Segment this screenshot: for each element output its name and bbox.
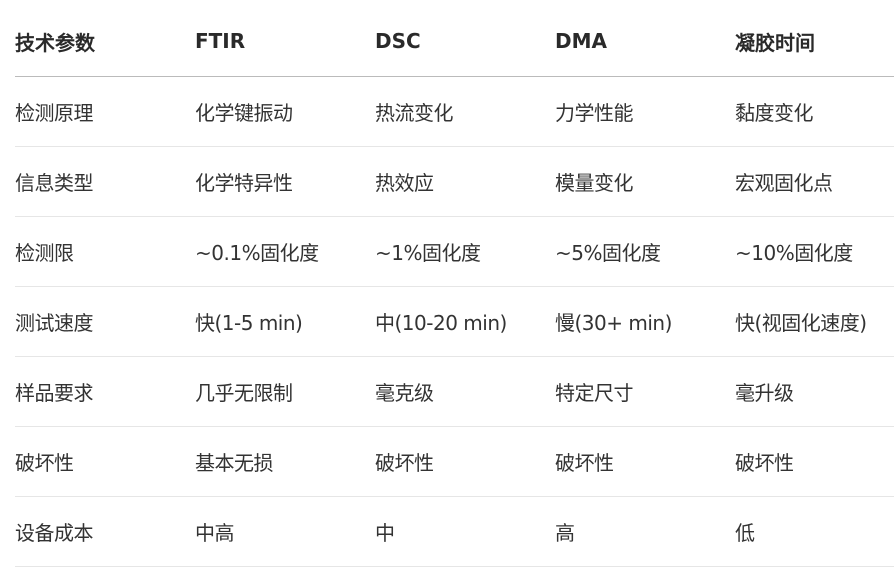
table-cell: 低	[735, 496, 894, 567]
row-label: 检测原理	[15, 76, 195, 147]
table-cell: 中(10-20 min)	[375, 286, 555, 357]
table-cell: 特定尺寸	[555, 356, 735, 427]
header-row: 技术参数 FTIR DSC DMA 凝胶时间	[15, 6, 894, 77]
table-cell: 快(视固化速度)	[735, 286, 894, 357]
table-cell: 热效应	[375, 146, 555, 217]
table-cell: 基本无损	[195, 426, 375, 497]
table-cell: 快(1-5 min)	[195, 286, 375, 357]
row-label: 检测限	[15, 216, 195, 287]
comparison-table: 技术参数 FTIR DSC DMA 凝胶时间 检测原理 化学键振动 热流变化 力学性能…	[15, 6, 894, 567]
table-cell: ~0.1%固化度	[195, 216, 375, 287]
table-cell: 毫升级	[735, 356, 894, 427]
table-cell: 化学特异性	[195, 146, 375, 217]
table-row: 设备成本 中高中高低	[15, 496, 894, 567]
table-row: 样品要求 几乎无限制 毫克级 特定尺寸 毫升级	[15, 356, 894, 427]
header-cell: 凝胶时间	[735, 6, 894, 77]
table-row: 破坏性 基本无损 破坏性 破坏性 破坏性	[15, 426, 894, 497]
table-cell: 模量变化	[555, 146, 735, 217]
table-cell: 中高	[195, 496, 375, 567]
table-cell: 破坏性	[555, 426, 735, 497]
table-cell: ~5%固化度	[555, 216, 735, 287]
row-label: 设备成本	[15, 496, 195, 567]
table-cell: 黏度变化	[735, 76, 894, 147]
header-cell: 技术参数	[15, 6, 195, 77]
table-row: 信息类型 化学特异性 热效应 模量变化 宏观固化点	[15, 146, 894, 217]
table-cell: 毫克级	[375, 356, 555, 427]
table-row: 检测原理 化学键振动 热流变化 力学性能 黏度变化	[15, 76, 894, 147]
table-cell: ~1%固化度	[375, 216, 555, 287]
table-cell: 中	[375, 496, 555, 567]
table-cell: 高	[555, 496, 735, 567]
table-row: 测试速度 快(1-5 min) 中(10-20 min) 慢(30+ min) 快(视固…	[15, 286, 894, 357]
table-cell: 化学键振动	[195, 76, 375, 147]
table-cell: 慢(30+ min)	[555, 286, 735, 357]
row-label: 信息类型	[15, 146, 195, 217]
table-cell: 破坏性	[375, 426, 555, 497]
table-cell: 力学性能	[555, 76, 735, 147]
table-cell: 热流变化	[375, 76, 555, 147]
table-cell: ~10%固化度	[735, 216, 894, 287]
row-label: 测试速度	[15, 286, 195, 357]
table-cell: 宏观固化点	[735, 146, 894, 217]
row-label: 样品要求	[15, 356, 195, 427]
table-row: 检测限 ~0.1%固化度 ~1%固化度 ~5%固化度 ~10%固化度	[15, 216, 894, 287]
table-cell: 几乎无限制	[195, 356, 375, 427]
header-cell: DSC	[375, 6, 555, 77]
row-label: 破坏性	[15, 426, 195, 497]
table-cell: 破坏性	[735, 426, 894, 497]
header-cell: DMA	[555, 6, 735, 77]
header-cell: FTIR	[195, 6, 375, 77]
